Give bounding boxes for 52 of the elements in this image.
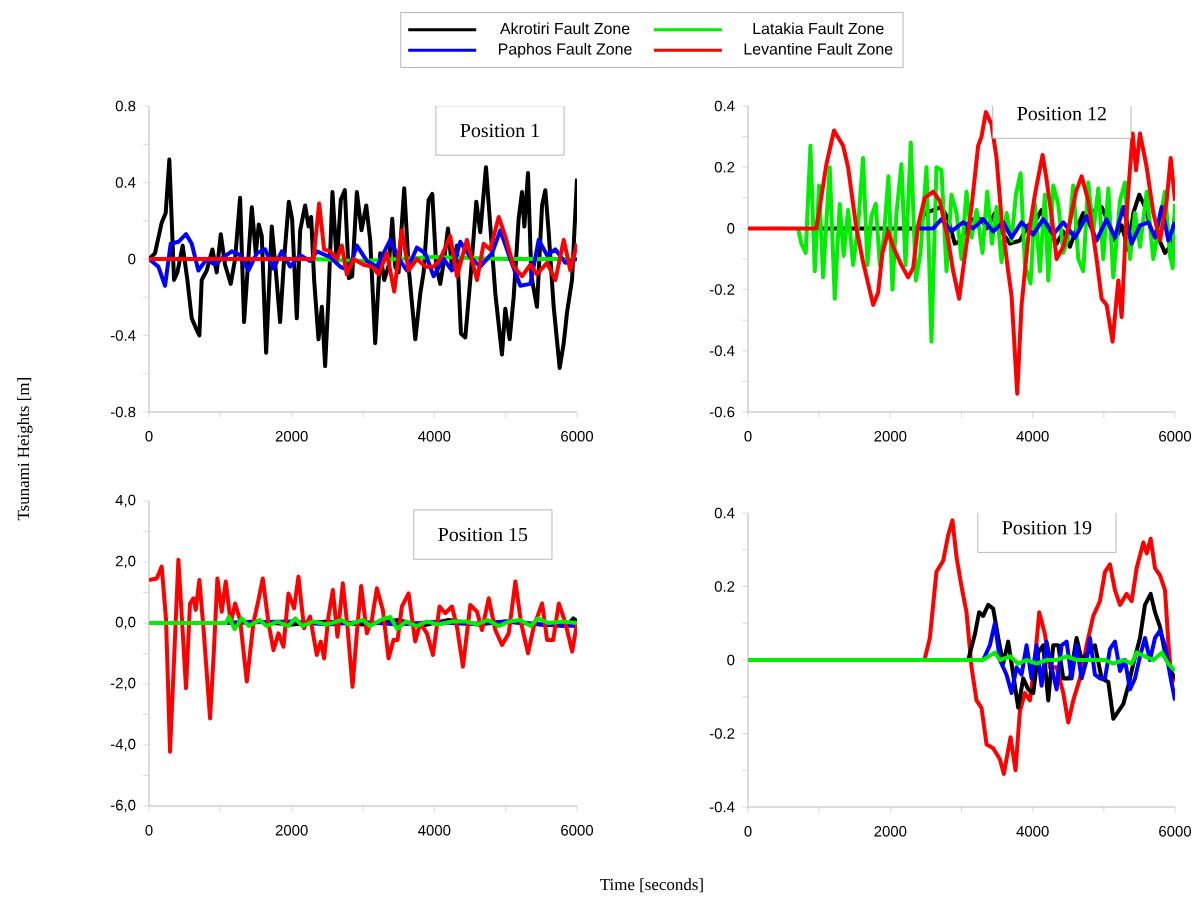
x-tick-label: 0 xyxy=(145,431,153,442)
text: Position 15 xyxy=(438,527,528,542)
y-tick-label: -0.2 xyxy=(709,728,735,739)
y-tick-label: -4,0 xyxy=(110,738,136,752)
legend-label: Levantine Fault Zone xyxy=(744,42,893,55)
x-axis-title: Time [seconds] xyxy=(600,878,703,893)
y-tick-label: 0,0 xyxy=(115,616,136,630)
y-tick-label: 0.4 xyxy=(115,177,136,188)
text: Position 1 xyxy=(460,123,539,138)
x-tick-label: 4000 xyxy=(1016,826,1049,837)
x-tick-label: 4000 xyxy=(418,825,451,836)
y-axis-title: Tsunami Heights [m] xyxy=(17,378,33,521)
x-tick-label: 2000 xyxy=(874,431,907,442)
y-tick-label: -0.4 xyxy=(110,330,136,341)
legend-label: Latakia Fault Zone xyxy=(753,22,884,35)
line-series xyxy=(149,557,578,754)
x-tick-label: 4000 xyxy=(1016,431,1049,442)
line-series xyxy=(149,201,577,294)
x-tick-label: 2000 xyxy=(275,825,308,836)
x-tick-label: 2000 xyxy=(874,826,907,837)
chart-title: Position 12 xyxy=(1017,106,1106,121)
x-tick-label: 6000 xyxy=(1159,826,1192,837)
y-tick-label: -2,0 xyxy=(110,677,136,691)
y-tick-label: -6,0 xyxy=(110,799,136,813)
y-tick-label: -0.6 xyxy=(709,406,735,418)
y-tick-label: 2,0 xyxy=(115,555,136,569)
y-tick-label: 0.2 xyxy=(714,581,735,592)
y-tick-label: -0.4 xyxy=(709,801,735,813)
x-tick-label: 6000 xyxy=(1159,431,1192,442)
x-tick-label: 0 xyxy=(145,825,153,836)
chart-title: Position 19 xyxy=(1002,521,1092,535)
y-tick-label: 4,0 xyxy=(115,494,136,508)
line-series xyxy=(981,621,1176,703)
legend-label: Paphos Fault Zone xyxy=(499,42,632,58)
x-tick-label: 0 xyxy=(744,431,752,442)
y-tick-label: 0.8 xyxy=(115,100,136,112)
x-tick-label: 6000 xyxy=(561,825,594,836)
y-tick-label: 0.4 xyxy=(714,507,735,519)
y-tick-label: 0.2 xyxy=(714,161,735,173)
y-tick-label: 0 xyxy=(727,223,735,234)
y-tick-label: -0.2 xyxy=(709,284,735,295)
y-tick-label: -0.8 xyxy=(110,406,136,418)
x-tick-label: 2000 xyxy=(275,431,308,442)
x-tick-label: 4000 xyxy=(418,431,451,442)
y-tick-label: 0 xyxy=(727,654,735,666)
legend-label: Akrotiri Fault Zone xyxy=(499,22,630,35)
y-tick-label: -0.4 xyxy=(709,345,735,357)
line-series xyxy=(149,614,578,632)
x-tick-label: 0 xyxy=(744,826,752,837)
x-tick-label: 6000 xyxy=(561,431,594,442)
y-tick-label: 0 xyxy=(128,253,136,265)
y-tick-label: 0.4 xyxy=(714,100,735,112)
